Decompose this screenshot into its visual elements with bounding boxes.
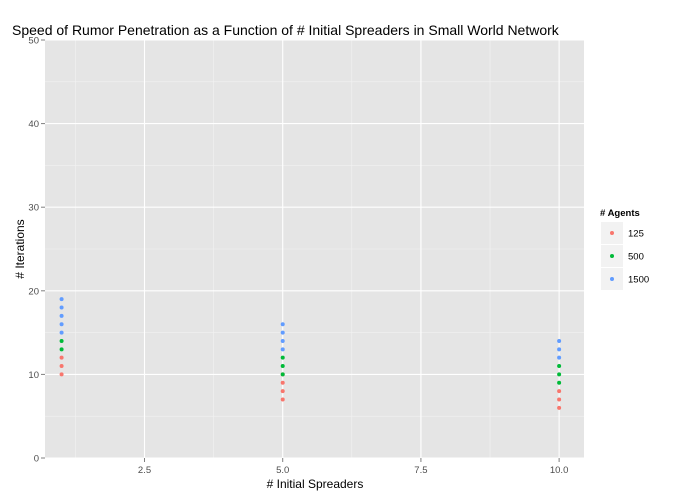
y-tick-label: 0: [34, 454, 39, 465]
data-point-500: [557, 372, 562, 377]
x-tick-label: 7.5: [414, 465, 427, 476]
legend-swatch-125: [610, 231, 614, 235]
grid-minor: [45, 40, 584, 458]
y-tick-label: 20: [28, 286, 39, 297]
data-point-500: [59, 338, 64, 343]
data-point-1500: [280, 338, 285, 343]
data-point-500: [557, 364, 562, 369]
y-axis: 0 10 20 30 40 50: [28, 36, 45, 465]
data-point-125: [59, 372, 64, 377]
data-point-1500: [280, 330, 285, 335]
legend-label-500: 500: [628, 252, 644, 263]
legend-title: # Agents: [600, 208, 640, 219]
x-tick-label: 10.0: [550, 465, 569, 476]
legend-swatch-500: [610, 254, 614, 258]
data-points: [59, 297, 562, 410]
data-point-1500: [280, 322, 285, 327]
data-point-500: [280, 364, 285, 369]
data-point-125: [280, 380, 285, 385]
y-tick-label: 50: [28, 36, 39, 47]
data-point-125: [59, 355, 64, 360]
data-point-1500: [280, 347, 285, 352]
legend-label-1500: 1500: [628, 275, 649, 286]
data-point-1500: [557, 355, 562, 360]
data-point-1500: [557, 338, 562, 343]
grid-major: [45, 39, 584, 459]
chart-title: Speed of Rumor Penetration as a Function…: [12, 22, 560, 38]
x-tick-label: 2.5: [138, 465, 151, 476]
data-point-1500: [59, 305, 64, 310]
data-point-500: [59, 347, 64, 352]
data-point-125: [280, 389, 285, 394]
legend-label-125: 125: [628, 229, 644, 240]
data-point-1500: [59, 297, 64, 302]
legend: # Agents 125 500 1500: [600, 208, 649, 290]
x-axis: 2.5 5.0 7.5 10.0: [138, 458, 568, 476]
data-point-1500: [59, 313, 64, 318]
y-tick-label: 30: [28, 203, 39, 214]
data-point-125: [557, 397, 562, 402]
data-point-125: [280, 397, 285, 402]
y-tick-label: 40: [28, 119, 39, 130]
data-point-125: [59, 364, 64, 369]
data-point-500: [557, 380, 562, 385]
data-point-125: [557, 389, 562, 394]
y-axis-title: # Iterations: [13, 219, 27, 278]
data-point-1500: [59, 330, 64, 335]
data-point-1500: [557, 347, 562, 352]
data-point-500: [280, 355, 285, 360]
data-point-125: [557, 405, 562, 410]
x-tick-label: 5.0: [276, 465, 289, 476]
x-axis-title: # Initial Spreaders: [267, 477, 364, 491]
y-tick-label: 10: [28, 370, 39, 381]
data-point-1500: [59, 322, 64, 327]
data-point-500: [280, 372, 285, 377]
legend-swatch-1500: [610, 277, 614, 281]
